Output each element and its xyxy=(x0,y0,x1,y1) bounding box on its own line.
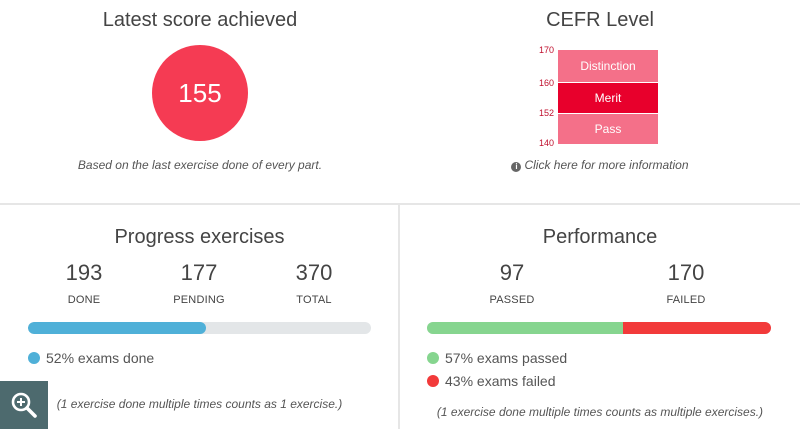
performance-panel: Performance 97 PASSED 170 FAILED 57% exa… xyxy=(400,205,800,429)
zoom-button[interactable] xyxy=(0,381,48,429)
performance-title: Performance xyxy=(542,226,658,248)
performance-note: (1 exercise done multiple times counts a… xyxy=(436,405,764,419)
performance-bar xyxy=(427,322,771,334)
cefr-info-text: Click here for more information xyxy=(524,158,689,172)
cefr-scale: Distinction Merit Pass xyxy=(558,50,658,144)
latest-score-title: Latest score achieved xyxy=(102,9,298,31)
cefr-panel: CEFR Level 170 160 152 140 Distinction M… xyxy=(400,0,800,204)
stat-failed-label: FAILED xyxy=(666,294,706,306)
legend-failed: 43% exams failed xyxy=(427,373,556,389)
zoom-in-icon xyxy=(11,392,37,418)
cefr-title: CEFR Level xyxy=(546,9,654,31)
stat-passed: 97 PASSED xyxy=(452,260,572,306)
horizontal-divider xyxy=(0,203,800,205)
cefr-tick-160: 160 xyxy=(538,78,554,88)
stat-done: 193 DONE xyxy=(24,260,144,306)
vertical-divider xyxy=(398,205,400,429)
stat-total-value: 370 xyxy=(295,260,333,285)
stat-total: 370 TOTAL xyxy=(254,260,374,306)
progress-panel: Progress exercises 193 DONE 177 PENDING … xyxy=(0,205,399,429)
progress-legend: 52% exams done xyxy=(28,350,154,366)
cefr-info-link[interactable]: i Click here for more information xyxy=(400,158,800,172)
progress-title: Progress exercises xyxy=(114,226,285,248)
legend-dot-passed xyxy=(427,352,439,364)
stat-passed-value: 97 xyxy=(499,260,525,285)
score-circle: 155 xyxy=(152,45,248,141)
cefr-band-distinction: Distinction xyxy=(558,50,658,82)
stat-total-label: TOTAL xyxy=(296,294,332,306)
latest-score-panel: Latest score achieved 155 Based on the l… xyxy=(0,0,400,204)
performance-bar-passed xyxy=(427,322,624,334)
legend-passed: 57% exams passed xyxy=(427,350,567,366)
stat-failed: 170 FAILED xyxy=(626,260,746,306)
stat-pending-label: PENDING xyxy=(173,294,225,306)
progress-bar-fill xyxy=(28,322,207,334)
performance-bar-failed xyxy=(623,322,771,334)
stat-done-label: DONE xyxy=(67,294,101,306)
cefr-tick-152: 152 xyxy=(538,108,554,118)
score-value: 155 xyxy=(178,77,222,108)
legend-dot-done xyxy=(28,352,40,364)
stat-pending-value: 177 xyxy=(180,260,218,285)
stat-pending: 177 PENDING xyxy=(139,260,259,306)
latest-score-note: Based on the last exercise done of every… xyxy=(77,158,323,172)
progress-legend-text: 52% exams done xyxy=(46,350,155,366)
stat-failed-value: 170 xyxy=(667,260,705,285)
cefr-tick-170: 170 xyxy=(538,45,554,55)
cefr-band-merit: Merit xyxy=(558,83,658,113)
legend-passed-text: 57% exams passed xyxy=(445,350,568,366)
stat-passed-label: PASSED xyxy=(489,294,535,306)
progress-note: (1 exercise done multiple times counts a… xyxy=(56,397,343,411)
info-circle-icon: i xyxy=(511,162,522,172)
cefr-band-pass: Pass xyxy=(558,114,658,144)
stat-done-value: 193 xyxy=(65,260,103,285)
cefr-tick-140: 140 xyxy=(538,138,554,148)
progress-bar xyxy=(28,322,371,334)
legend-dot-failed xyxy=(427,375,439,387)
legend-failed-text: 43% exams failed xyxy=(445,373,556,389)
